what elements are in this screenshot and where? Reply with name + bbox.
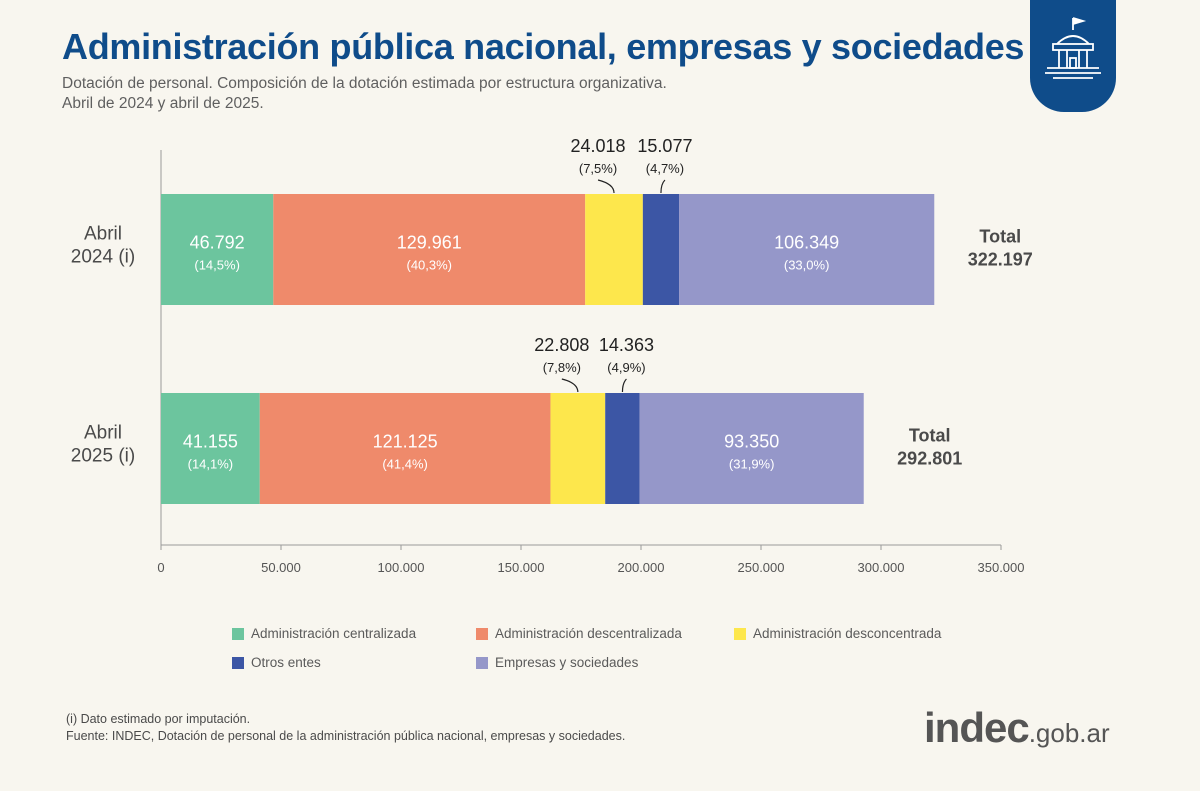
- bar-segment: [585, 194, 643, 305]
- category-label: Abril: [84, 423, 122, 444]
- bar-segment: [639, 393, 864, 504]
- legend-swatch: [476, 627, 488, 640]
- x-tick-label: 200.000: [618, 560, 665, 575]
- legend-swatch: [232, 656, 244, 669]
- data-label: 14.363: [599, 335, 654, 355]
- x-tick-label: 100.000: [378, 560, 425, 575]
- x-tick-label: 50.000: [261, 560, 301, 575]
- legend-item-centralizada: Administración centralizada: [232, 626, 416, 641]
- bar-segment: [161, 393, 260, 504]
- data-label-pct: (7,8%): [543, 360, 581, 375]
- legend-label: Otros entes: [251, 655, 321, 670]
- indec-logo: indec.gob.ar: [924, 704, 1110, 752]
- leader-line: [660, 179, 666, 194]
- data-label: 93.350: [724, 432, 779, 452]
- total-value: 292.801: [897, 449, 962, 469]
- bar-segment: [642, 194, 680, 305]
- legend-label: Empresas y sociedades: [495, 655, 639, 670]
- data-label-pct: (14,5%): [194, 258, 240, 273]
- legend-label: Administración centralizada: [251, 626, 417, 641]
- legend-swatch: [734, 627, 746, 640]
- bar-segment: [273, 194, 586, 305]
- data-label-pct: (41,4%): [382, 457, 428, 472]
- government-building-icon: [1045, 17, 1101, 79]
- logo-domain: .gob.ar: [1028, 718, 1110, 748]
- data-label-pct: (4,7%): [646, 161, 684, 176]
- total-label: Total: [909, 426, 951, 446]
- category-label: 2024 (i): [71, 247, 135, 268]
- bar-segment: [161, 194, 274, 305]
- data-label: 46.792: [190, 233, 245, 253]
- bar-segment: [259, 393, 551, 504]
- subtitle-line-2: Abril de 2024 y abril de 2025.: [62, 95, 264, 112]
- data-label-pct: (40,3%): [406, 258, 452, 273]
- data-label: 106.349: [774, 233, 839, 253]
- legend-item-desconcentrada: Administración desconcentrada: [734, 626, 941, 641]
- data-label-pct: (33,0%): [784, 258, 830, 273]
- chart-subtitle: Dotación de personal. Composición de la …: [62, 74, 962, 114]
- logo-brand: indec: [924, 704, 1030, 751]
- legend-item-otros-entes: Otros entes: [232, 655, 321, 670]
- data-label-pct: (7,5%): [579, 161, 617, 176]
- leader-line: [597, 179, 615, 194]
- bar-segment: [679, 194, 935, 305]
- bar-segment: [605, 393, 640, 504]
- stacked-bar-chart: 0 50.000 100.000 150.000 200.000 250.000 300.0…: [71, 136, 1033, 575]
- data-label: 41.155: [183, 432, 238, 452]
- page-title: Administración pública nacional, empresa…: [62, 26, 1025, 67]
- data-label: 22.808: [534, 335, 589, 355]
- legend-swatch: [476, 656, 488, 669]
- source-note: Fuente: INDEC, Dotación de personal de l…: [66, 729, 626, 743]
- leader-line: [621, 378, 627, 393]
- subtitle-line-1: Dotación de personal. Composición de la …: [62, 75, 667, 92]
- chart-legend: Administración centralizada Administraci…: [232, 626, 992, 686]
- legend-swatch: [232, 627, 244, 640]
- bar-segment: [550, 393, 606, 504]
- data-label: 121.125: [373, 432, 438, 452]
- data-label-pct: (31,9%): [729, 457, 775, 472]
- footnote: (i) Dato estimado por imputación.: [66, 712, 251, 726]
- legend-item-empresas: Empresas y sociedades: [476, 655, 638, 670]
- legend-item-descentralizada: Administración descentralizada: [476, 626, 682, 641]
- data-label: 129.961: [397, 233, 462, 253]
- data-label: 24.018: [570, 136, 625, 156]
- total-label: Total: [979, 227, 1021, 247]
- total-value: 322.197: [968, 250, 1033, 270]
- x-tick-label: 300.000: [858, 560, 905, 575]
- legend-label: Administración desconcentrada: [753, 626, 942, 641]
- x-tick-label: 350.000: [978, 560, 1025, 575]
- data-label-pct: (14,1%): [188, 457, 234, 472]
- data-label-pct: (4,9%): [607, 360, 645, 375]
- leader-line: [561, 378, 579, 393]
- legend-label: Administración descentralizada: [495, 626, 682, 641]
- category-label: Abril: [84, 224, 122, 245]
- x-tick-label: 250.000: [738, 560, 785, 575]
- x-tick-label: 150.000: [498, 560, 545, 575]
- institution-badge: [1030, 0, 1116, 112]
- category-label: 2025 (i): [71, 446, 135, 467]
- data-label: 15.077: [637, 136, 692, 156]
- chart-notes: (i) Dato estimado por imputación. Fuente…: [66, 711, 625, 745]
- x-tick-label: 0: [157, 560, 164, 575]
